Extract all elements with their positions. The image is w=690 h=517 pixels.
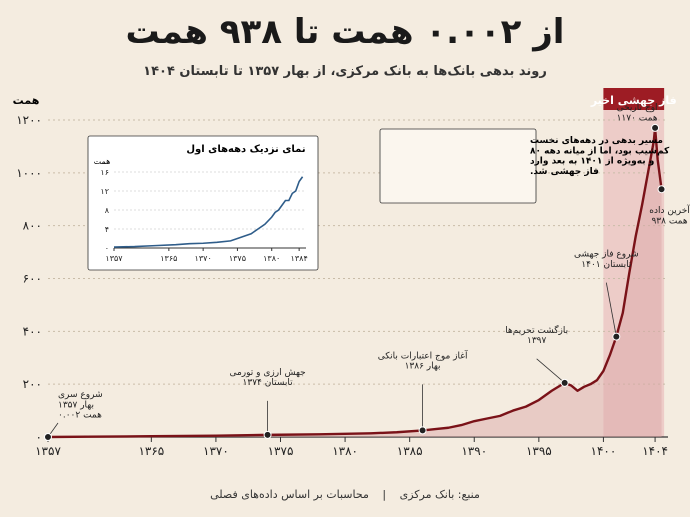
annotation-point (44, 432, 52, 441)
chart-subtitle: روند بدهی بانک‌ها به بانک مرکزی، از بهار… (143, 64, 547, 79)
chart-title: از ۰.۰۰۲ همت تا ۹۳۸ همت (125, 12, 565, 52)
x-tick-label: ۱۳۵۷ (35, 444, 61, 458)
x-tick-label: ۱۳۹۰ (461, 444, 487, 458)
inset-y-tick-label: ۸ (105, 206, 110, 215)
y-tick-label: ۸۰۰ (23, 219, 42, 233)
inset-y-axis-label: همت (94, 157, 111, 166)
annotation-point (657, 185, 666, 194)
annotation-point (263, 430, 272, 439)
inset-x-tick-label: ۱۳۷۰ (195, 254, 212, 263)
x-tick-label: ۱۳۷۰ (203, 444, 229, 458)
source-note: محاسبات بر اساس داده‌های فصلی (210, 488, 369, 501)
x-tick-label: ۱۴۰۴ (642, 444, 668, 458)
y-tick-label: ۴۰۰ (23, 324, 42, 338)
note-box-text: مسیر بدهی در دهه‌های نخست کم‌شیب بود، اما… (530, 136, 670, 177)
inset-y-tick-label: ۰ (105, 244, 109, 253)
source-label: منبع: بانک مرکزی (399, 488, 480, 501)
x-tick-label: ۱۳۹۵ (526, 444, 552, 458)
x-tick-label: ۱۳۸۵ (397, 444, 423, 458)
annotation-label: شروع فاز جهشی تابستان ۱۴۰۱ (574, 250, 639, 270)
inset-x-tick-label: ۱۳۵۷ (105, 254, 123, 263)
annotation-point (651, 123, 660, 132)
inset-series-line (113, 176, 304, 248)
inset-x-tick-label: ۱۳۸۴ (291, 254, 308, 263)
annotation-point (612, 332, 621, 341)
y-axis-label: همت (13, 94, 40, 107)
annotation-point (418, 426, 427, 435)
inset-x-tick-label: ۱۳۸۰ (263, 254, 280, 263)
inset-box (87, 135, 319, 271)
note-box (379, 128, 537, 204)
inset-x-tick-label: ۱۳۷۵ (229, 254, 246, 263)
annotation-label: اوج تاریخی ۱۱۷۰ همت (617, 103, 658, 123)
y-tick-label: ۰ (36, 430, 42, 444)
annotation-label: بازگشت تحریم‌ها ۱۳۹۷ (505, 324, 568, 346)
x-tick-label: ۱۳۶۵ (138, 444, 164, 458)
inset-y-tick-label: ۴ (105, 225, 109, 234)
annotation-point (560, 378, 569, 387)
y-tick-label: ۲۰۰ (23, 377, 42, 391)
annotation-label: شروع سری بهار ۱۳۵۷ ۰.۰۰۲ همت (58, 390, 103, 421)
annotation-label: آخرین داده ۹۳۸ همت (649, 204, 690, 226)
annotation-label: آغاز موج اعتبارات بانکی بهار ۱۳۸۶ (378, 349, 468, 371)
y-tick-label: ۶۰۰ (23, 272, 42, 286)
inset-y-tick-label: ۱۶ (100, 168, 109, 177)
phase-band-header (603, 88, 665, 110)
y-tick-label: ۱۲۰۰ (16, 113, 42, 127)
source-separator: | (382, 488, 387, 501)
series-area (48, 127, 662, 438)
phase-band-label: فاز جهشی اخیر (590, 94, 677, 107)
y-tick-label: ۱۰۰۰ (16, 166, 42, 180)
series-line (47, 126, 663, 439)
annotation-leader (605, 282, 617, 337)
inset-title: نمای نزدیک دهه‌های اول (186, 144, 305, 155)
inset-x-tick-label: ۱۳۶۵ (160, 254, 177, 263)
source-line: منبع: بانک مرکزی | محاسبات بر اساس داده‌… (0, 488, 690, 501)
x-tick-label: ۱۴۰۰ (591, 444, 617, 458)
x-tick-label: ۱۳۸۰ (332, 444, 358, 458)
annotation-leader (536, 358, 565, 384)
inset-y-tick-label: ۱۲ (100, 187, 109, 196)
x-tick-label: ۱۳۷۵ (268, 444, 294, 458)
annotation-label: جهش ارزی و تورمی تابستان ۱۳۷۴ (229, 368, 305, 388)
